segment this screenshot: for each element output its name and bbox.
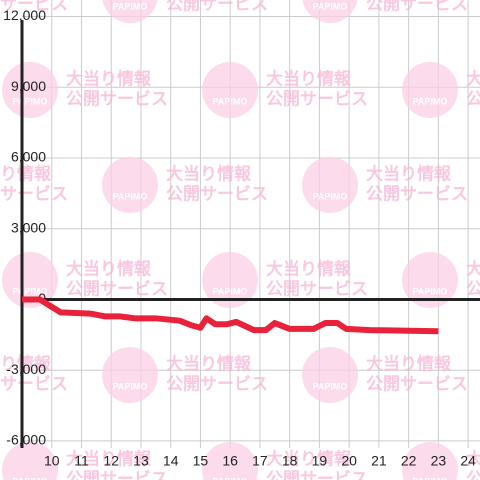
watermark-logo xyxy=(202,252,258,308)
watermark-text: 公開サービス xyxy=(0,184,68,203)
watermark-logo xyxy=(302,0,358,23)
x-tick-label: 10 xyxy=(44,453,60,469)
watermark-logo-text: PAPIMO xyxy=(113,191,148,201)
watermark-text: 公開サービス xyxy=(466,279,480,298)
watermark-text: 公開サービス xyxy=(166,374,268,393)
watermark-text: 公開サービス xyxy=(366,184,468,203)
x-tick-label: 15 xyxy=(193,453,209,469)
watermark-text: 大当り情報 xyxy=(266,68,352,88)
y-tick-label: 12,000 xyxy=(3,7,46,23)
watermark-logo xyxy=(202,62,258,118)
watermark-logo-text: PAPIMO xyxy=(313,381,348,391)
watermark-text: 公開サービス xyxy=(466,89,480,108)
x-tick-label: 16 xyxy=(222,453,238,469)
watermark-logo-text: PAPIMO xyxy=(113,381,148,391)
watermark-logo xyxy=(102,157,158,213)
watermark-text: 大当り情報 xyxy=(166,353,252,373)
watermark-logo-text: PAPIMO xyxy=(13,96,48,106)
x-tick-label: 12 xyxy=(103,453,119,469)
watermark-logo-text: PAPIMO xyxy=(113,1,148,11)
watermark-text: 公開サービス xyxy=(66,279,168,298)
watermark-logo xyxy=(202,442,258,480)
watermark-logo xyxy=(402,252,458,308)
watermark-logo-text: PAPIMO xyxy=(213,286,248,296)
x-tick-label: 13 xyxy=(133,453,149,469)
watermark-text: 大当り情報 xyxy=(366,163,452,183)
x-tick-label: 20 xyxy=(341,453,357,469)
x-tick-label: 11 xyxy=(74,453,89,469)
series-line xyxy=(22,296,439,335)
watermark-text: 公開サービス xyxy=(166,0,268,13)
watermark-text: 公開サービス xyxy=(0,0,68,13)
x-tick-label: 17 xyxy=(252,453,268,469)
watermark-logo-text: PAPIMO xyxy=(13,476,48,480)
x-tick-label: 14 xyxy=(163,453,179,469)
watermark-logo xyxy=(102,347,158,403)
watermark-logo xyxy=(2,442,58,480)
watermark-text: 大当り情報 xyxy=(166,163,252,183)
x-tick-label: 21 xyxy=(371,453,387,469)
y-tick-label: 6,000 xyxy=(11,149,46,165)
watermark-text: 大当り情報 xyxy=(66,258,152,278)
watermark-logo-text: PAPIMO xyxy=(213,476,248,480)
y-tick-label: -3,000 xyxy=(6,361,46,377)
watermark-logo xyxy=(2,252,58,308)
watermark-logo-text: PAPIMO xyxy=(213,96,248,106)
watermark-text: 公開サービス xyxy=(466,469,480,480)
watermark-text: 大当り情報 xyxy=(466,448,480,468)
watermark-logo xyxy=(102,0,158,23)
watermark-text: 公開サービス xyxy=(0,374,68,393)
watermark-logo-text: PAPIMO xyxy=(413,96,448,106)
y-tick-label: 9,000 xyxy=(11,78,46,94)
x-tick-label: 24 xyxy=(460,453,476,469)
watermark-text: 公開サービス xyxy=(166,184,268,203)
watermark-text: 公開サービス xyxy=(266,89,368,108)
watermark-logo xyxy=(302,347,358,403)
watermark-logo xyxy=(2,62,58,118)
watermark-logo-text: PAPIMO xyxy=(313,1,348,11)
x-tick-label: 22 xyxy=(401,453,417,469)
y-tick-label: -6,000 xyxy=(6,432,46,448)
watermark-text: 大当り情報 xyxy=(466,68,480,88)
watermark-logo xyxy=(402,62,458,118)
watermark-logo xyxy=(302,157,358,213)
watermark-text: 大当り情報 xyxy=(266,448,352,468)
x-tick-label: 23 xyxy=(431,453,447,469)
watermark-text: 大当り情報 xyxy=(0,163,52,183)
watermark-text: 大当り情報 xyxy=(66,68,152,88)
x-tick-label: 18 xyxy=(282,453,298,469)
watermark-logo-text: PAPIMO xyxy=(413,476,448,480)
watermark-text: 大当り情報 xyxy=(66,448,152,468)
watermark-logo-text: PAPIMO xyxy=(13,286,48,296)
y-tick-label: 3,000 xyxy=(11,219,46,235)
watermark-logo-text: PAPIMO xyxy=(413,286,448,296)
watermark-text: 公開サービス xyxy=(266,279,368,298)
watermark-text: 公開サービス xyxy=(266,469,368,480)
watermark-text: 公開サービス xyxy=(366,374,468,393)
watermark-text: 大当り情報 xyxy=(466,258,480,278)
watermark-text: 大当り情報 xyxy=(366,353,452,373)
watermark-logo xyxy=(402,442,458,480)
watermark-logo-text: PAPIMO xyxy=(313,191,348,201)
watermark-text: 公開サービス xyxy=(66,469,168,480)
watermark-text: 大当り情報 xyxy=(266,258,352,278)
watermark-text: 公開サービス xyxy=(366,0,468,13)
watermark-text: 公開サービス xyxy=(66,89,168,108)
watermark-text: 大当り情報 xyxy=(0,353,52,373)
x-tick-label: 19 xyxy=(312,453,328,469)
